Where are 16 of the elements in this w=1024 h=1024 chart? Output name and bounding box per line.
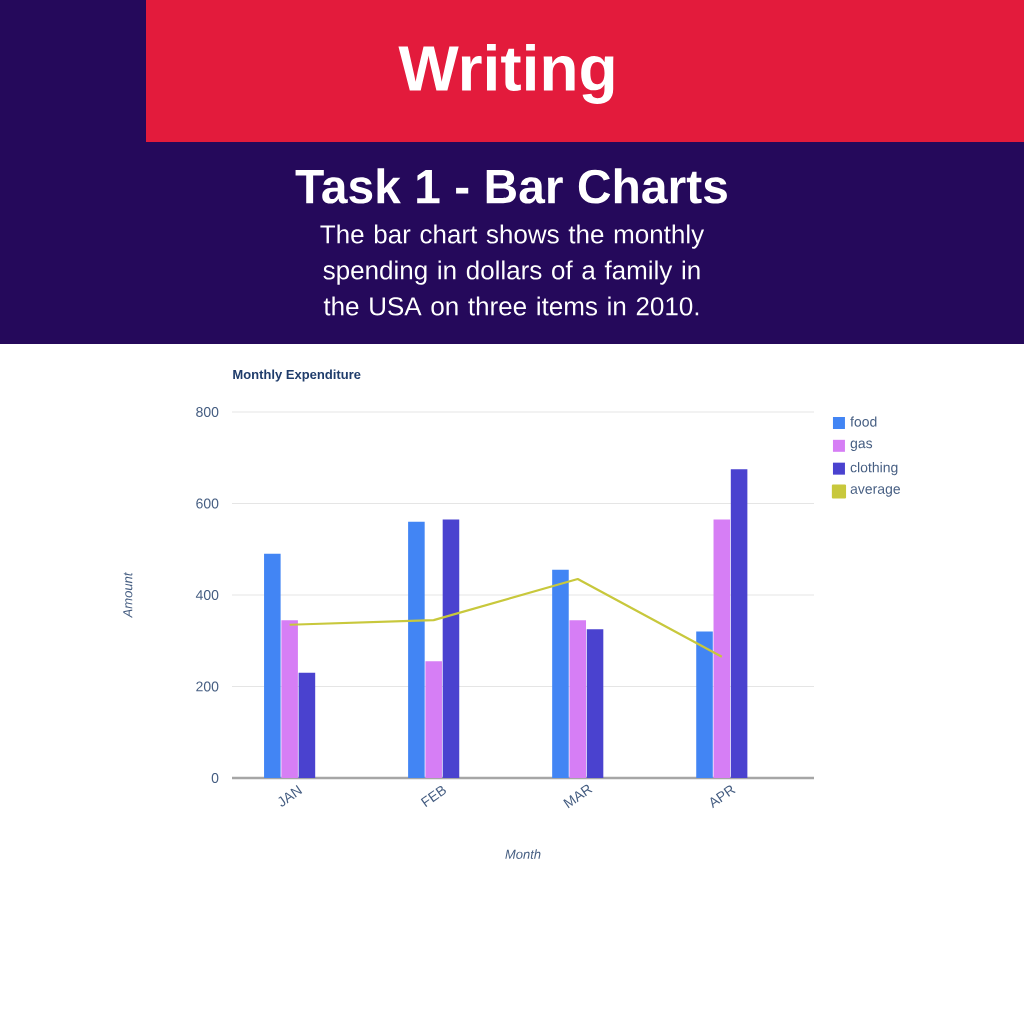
bar: [713, 519, 731, 778]
bar: [281, 620, 298, 778]
chart-subtitle: The bar chart shows the monthly spending in dollars of a family in the USA on three items in 2010.: [320, 224, 705, 316]
text: Task 1 - Bar Charts: [295, 168, 727, 204]
bar: [408, 521, 425, 778]
text: Writing: [398, 44, 614, 104]
bar: [264, 553, 281, 778]
bar: [586, 629, 604, 778]
bar: [425, 661, 442, 778]
bar: [298, 672, 316, 778]
line-series: [288, 577, 723, 658]
bar: [696, 631, 713, 778]
bar: [552, 569, 569, 778]
bar: [442, 519, 460, 778]
bar: [569, 620, 587, 778]
bar: [730, 469, 748, 778]
